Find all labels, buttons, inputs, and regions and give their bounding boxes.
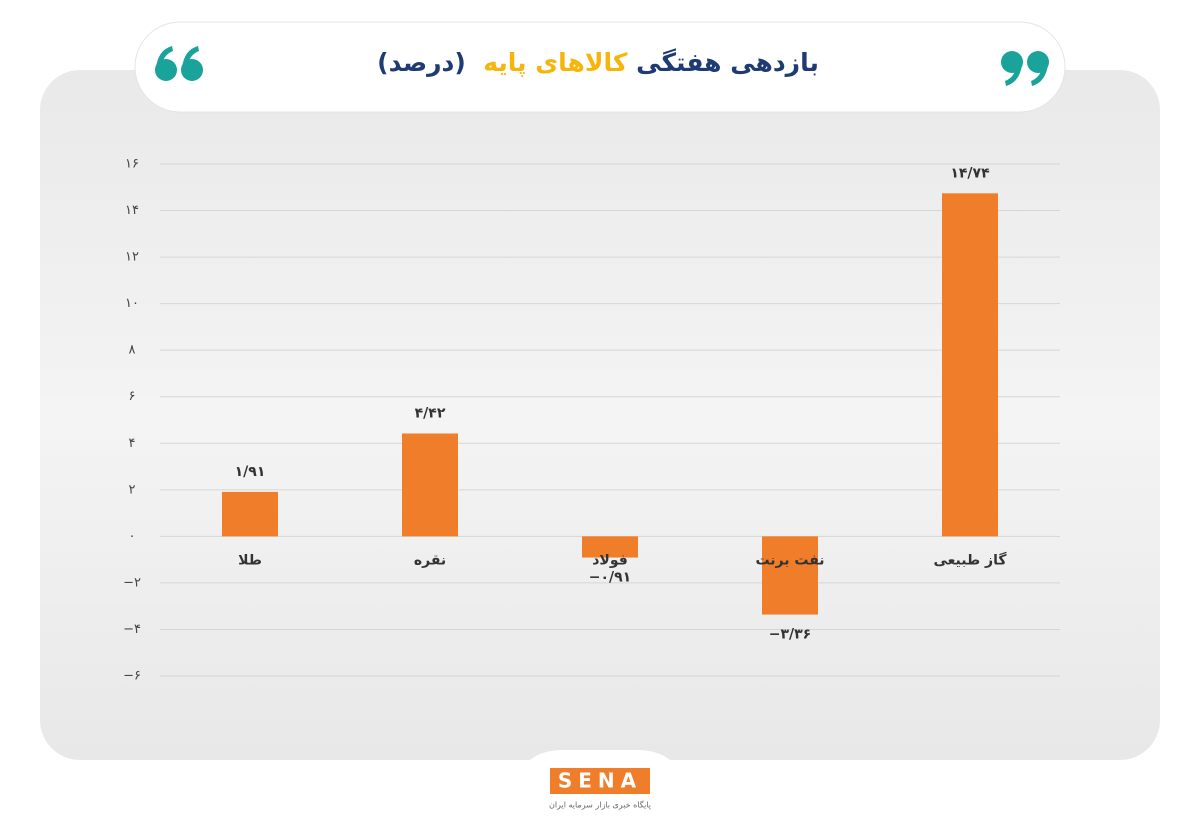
- y-tick-label: ۱۰: [125, 296, 139, 311]
- y-tick-label: −۲: [123, 575, 141, 590]
- x-tick-label: نقره: [414, 552, 446, 568]
- y-tick-label: ۸: [129, 343, 136, 358]
- y-tick-label: ۰: [129, 529, 136, 544]
- x-tick-label: طلا: [238, 552, 262, 568]
- bar: [222, 491, 278, 537]
- value-label: −۰/۹۱: [589, 570, 631, 586]
- value-label: ۱۴/۷۴: [950, 165, 990, 181]
- bar: [762, 536, 818, 615]
- bar: [582, 536, 638, 558]
- y-tick-label: −۶: [123, 669, 141, 684]
- bar: [942, 193, 998, 537]
- x-tick-label: گاز طبیعی: [933, 551, 1007, 568]
- title-part: بازدهی هفتگی: [636, 48, 819, 77]
- quote-left: [155, 46, 203, 81]
- panel: [40, 70, 1160, 760]
- y-tick-label: ۲: [129, 482, 136, 497]
- logo-box: [550, 768, 650, 794]
- x-tick-label: نفت برنت: [755, 552, 824, 568]
- title-pill: [134, 21, 1066, 113]
- title-part: (درصد): [377, 48, 466, 77]
- y-tick-label: ۱۲: [125, 250, 139, 265]
- quote-right: [1001, 51, 1049, 86]
- x-tick-label: فولاد: [592, 552, 628, 568]
- y-tick-label: −۴: [123, 622, 141, 637]
- chart-title: بازدهی هفتگی کالاهای پایه (درصد): [377, 48, 819, 77]
- y-tick-label: ۶: [129, 389, 136, 404]
- value-label: ۱/۹۱: [235, 464, 266, 480]
- bar: [402, 433, 458, 537]
- title-part: کالاهای پایه: [483, 48, 628, 77]
- value-label: −۳/۳۶: [769, 627, 811, 643]
- y-tick-label: ۱۴: [125, 203, 139, 218]
- value-label: ۴/۴۲: [415, 405, 446, 421]
- logo: SENA: [558, 769, 642, 793]
- logo-tagline: پایگاه خبری بازار سرمایه ایران: [549, 800, 651, 810]
- y-tick-label: ۱۶: [125, 157, 139, 172]
- y-tick-label: ۴: [129, 436, 136, 451]
